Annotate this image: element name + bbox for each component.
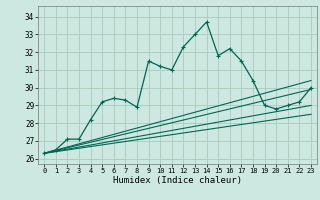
- X-axis label: Humidex (Indice chaleur): Humidex (Indice chaleur): [113, 176, 242, 185]
